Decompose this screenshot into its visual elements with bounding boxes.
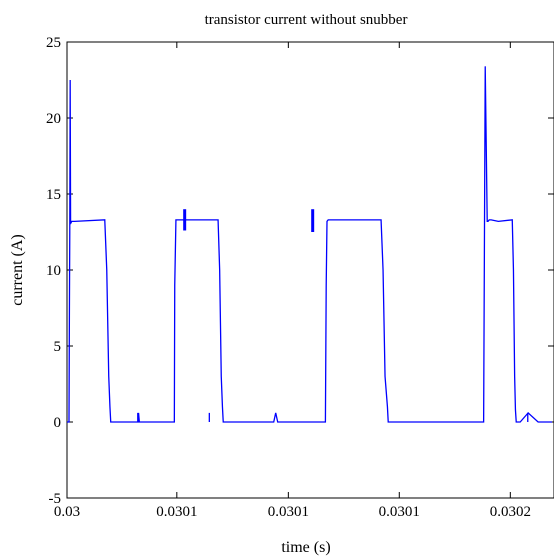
y-axis: 25 20 15 10 5 0 -5 [46,35,554,507]
x-axis-label: time (s) [281,539,330,556]
series-line [67,66,553,423]
x-tick-label: 0.0302 [490,504,531,520]
y-axis-label: current (A) [9,234,26,306]
plot-area [66,41,554,499]
x-tick-label: 0.0301 [379,504,420,520]
y-tick-label: 25 [46,35,61,51]
y-tick-label: 10 [46,263,61,279]
series-layer [67,66,553,423]
x-tick-label: 0.0301 [268,504,309,520]
y-tick-label: -5 [49,491,62,507]
y-tick-label: 0 [54,415,62,431]
chart-title: transistor current without snubber [205,12,408,28]
y-tick-label: 5 [54,339,62,355]
x-tick-label: 0.03 [54,504,80,520]
y-tick-label: 15 [46,187,61,203]
y-tick-label: 20 [46,111,61,127]
x-axis: 0.03 0.0301 0.0301 0.0301 0.0302 [54,42,531,520]
x-tick-label: 0.0301 [156,504,197,520]
